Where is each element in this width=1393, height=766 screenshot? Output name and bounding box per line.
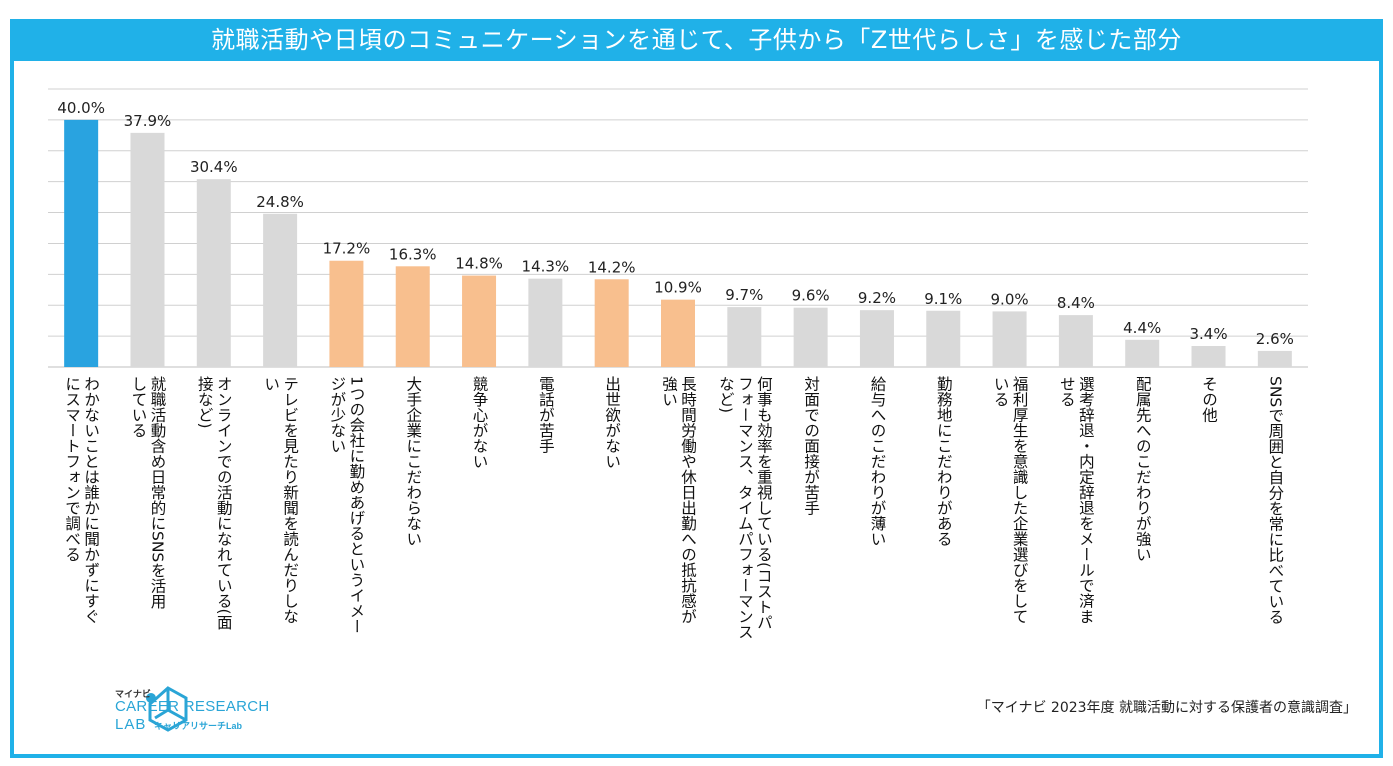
category-label: 競争心がない (470, 376, 489, 469)
data-label: 17.2% (323, 240, 371, 258)
logo-lab: LAB (115, 716, 147, 733)
bar (594, 279, 629, 367)
bar (992, 311, 1027, 367)
bar (926, 310, 961, 367)
data-label: 9.0% (991, 290, 1029, 308)
logo-brand: マイナビ (115, 689, 151, 699)
chart-frame (10, 19, 1383, 758)
category-label: SNSで周囲と自分を常に比べている (1266, 376, 1285, 625)
category-label: その他 (1200, 376, 1219, 423)
category-label: 何事も効率を重視している(コストパ フォーマンス、タイムパフォーマンス など) (716, 376, 773, 640)
data-label: 14.3% (522, 258, 570, 276)
bar (329, 260, 364, 367)
bar (130, 132, 165, 367)
data-label: 9.7% (725, 286, 763, 304)
logo-kana: キャリアリサーチLab (154, 721, 243, 731)
career-research-lab-logo-icon (146, 686, 188, 732)
chart-title: 就職活動や日頃のコミュニケーションを通じて、子供から「Z世代らしさ」を感じた部分 (10, 19, 1383, 61)
category-label: 選考辞退・内定辞退をメールで済ま せる (1057, 376, 1095, 624)
data-label: 9.1% (924, 290, 962, 308)
bar (1125, 339, 1160, 367)
data-label: 9.2% (858, 289, 896, 307)
data-label: 16.3% (389, 245, 437, 263)
data-label: 9.6% (792, 287, 830, 305)
category-label: 勤務地にこだわりがある (934, 376, 953, 547)
data-label: 24.8% (256, 193, 304, 211)
bar (395, 266, 430, 367)
bar (263, 213, 298, 367)
category-label: 配属先へのこだわりが強い (1133, 376, 1152, 562)
category-label: 就職活動含め日常的にSNSを活用 している (129, 376, 167, 609)
category-label: 出世欲がない (603, 376, 622, 469)
category-label: テレビを見たり新聞を読んだりしな い (262, 376, 300, 624)
bar (64, 119, 99, 367)
data-label: 40.0% (57, 99, 105, 117)
bar (793, 307, 828, 367)
category-label: 対面での面接が苦手 (802, 376, 821, 516)
data-label: 10.9% (654, 279, 702, 297)
source-citation: 「マイナビ 2023年度 就職活動に対する保護者の意識調査」 (976, 700, 1357, 716)
bar (859, 310, 894, 367)
category-label: オンラインでの活動になれている(面 接など) (195, 376, 233, 631)
logo-title: CAREER RESEARCH (115, 698, 270, 715)
bar (1257, 350, 1292, 367)
data-label: 2.6% (1256, 330, 1294, 348)
data-label: 37.9% (124, 112, 172, 130)
bar (727, 307, 762, 367)
bar (528, 278, 563, 367)
category-label: わかないことは誰かに聞かずにすぐ にスマートフォンで調べる (63, 376, 101, 624)
category-label: 1つの会社に勤めあげるというイメー ジが少ない (328, 376, 366, 634)
data-label: 4.4% (1123, 319, 1161, 337)
bar (462, 275, 497, 367)
data-label: 14.8% (455, 255, 503, 273)
data-label: 14.2% (588, 258, 636, 276)
category-label: 長時間労働や休日出勤への抵抗感が 強い (660, 376, 697, 624)
bar (1058, 315, 1093, 367)
category-label: 福利厚生を意識した企業選びをして いる (991, 376, 1029, 624)
category-label: 大手企業にこだわらない (404, 376, 423, 547)
data-label: 3.4% (1189, 325, 1227, 343)
bar (1191, 345, 1226, 367)
category-label: 電話が苦手 (536, 376, 555, 454)
bar (196, 179, 231, 367)
category-label: 給与へのこだわりが薄い (868, 376, 887, 547)
data-label: 30.4% (190, 158, 238, 176)
bar (661, 299, 695, 367)
data-label: 8.4% (1057, 294, 1095, 312)
